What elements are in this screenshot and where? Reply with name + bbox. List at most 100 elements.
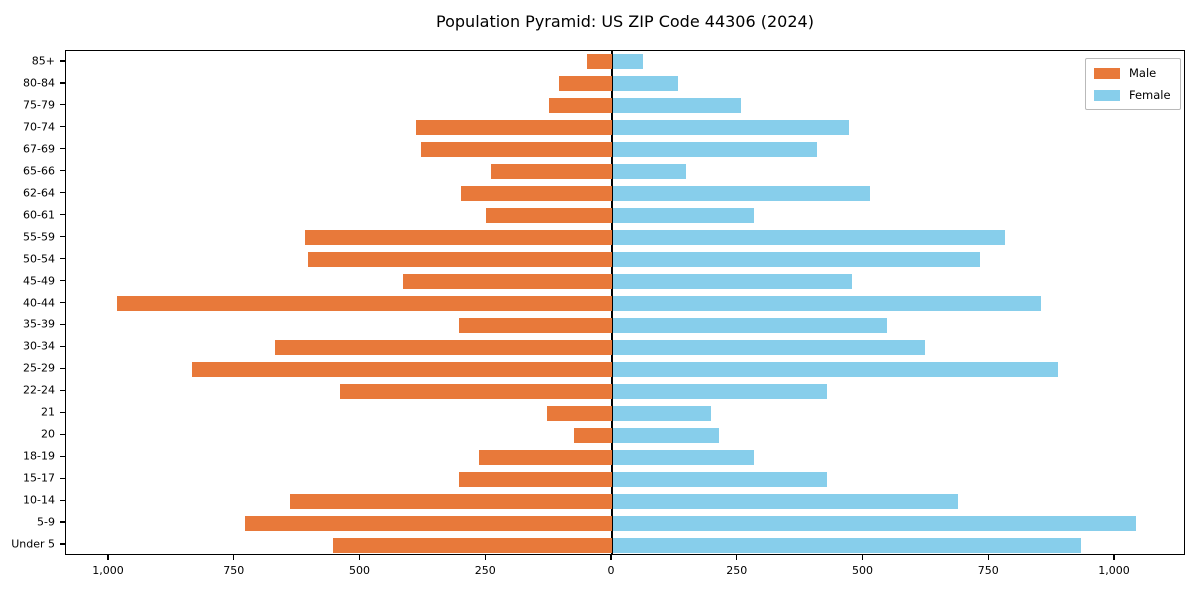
y-tick-mark	[60, 192, 65, 194]
x-tick-label: 250	[726, 564, 748, 577]
y-tick-label: 62-64	[23, 186, 55, 200]
y-tick-label: 40-44	[23, 296, 55, 309]
bar-female-10-14	[613, 493, 958, 509]
y-tick-label: 50-54	[23, 252, 55, 266]
bar-male-62-64	[461, 186, 612, 202]
bar-female-50-54	[613, 252, 981, 268]
y-tick-label: 45-49	[23, 274, 55, 288]
bar-male-67-69	[420, 142, 612, 158]
x-tick-label: 0	[607, 564, 615, 577]
y-tick-label: 70-74	[23, 120, 55, 134]
y-tick-label: 21	[41, 405, 55, 419]
y-tick-mark	[60, 148, 65, 150]
bar-female-70-74	[613, 120, 850, 136]
bar-female-18-19	[613, 449, 754, 465]
bar-female-75-79	[613, 98, 742, 114]
bar-female-5-9	[613, 515, 1137, 531]
y-tick-label: 75-79	[23, 98, 55, 112]
bar-male-18-19	[478, 449, 612, 465]
bar-female-67-69	[613, 142, 817, 158]
chart-title: Population Pyramid: US ZIP Code 44306 (2…	[436, 12, 814, 31]
bar-female-35-39	[613, 317, 888, 333]
bar-female-30-34	[613, 339, 925, 355]
y-tick-mark	[60, 411, 65, 413]
y-tick-mark	[60, 170, 65, 172]
bar-male-35-39	[458, 317, 612, 333]
male-swatch	[1094, 67, 1120, 79]
y-tick-mark	[60, 82, 65, 84]
x-tick-mark	[107, 555, 109, 560]
y-tick-mark	[60, 126, 65, 128]
bar-male-15-17	[458, 471, 612, 487]
y-tick-label: 67-69	[23, 142, 55, 156]
x-tick-label: 1,000	[1098, 564, 1130, 577]
x-tick-label: 500	[349, 564, 370, 577]
bar-male-65-66	[491, 164, 612, 180]
bar-male-21	[546, 405, 612, 421]
bar-male-20	[574, 427, 612, 443]
y-tick-label: 20	[41, 427, 55, 441]
bar-female-62-64	[613, 186, 870, 202]
legend-entry-female: Female	[1094, 88, 1172, 102]
bar-male-under-5	[332, 537, 612, 553]
bar-female-65-66	[613, 164, 686, 180]
bar-female-under-5	[613, 537, 1081, 553]
bar-male-40-44	[116, 296, 612, 311]
bar-male-55-59	[305, 230, 612, 246]
y-tick-mark	[60, 60, 65, 62]
y-tick-mark	[60, 521, 65, 523]
y-tick-mark	[60, 477, 65, 479]
y-tick-mark	[60, 543, 65, 545]
bar-male-30-34	[274, 339, 612, 355]
plot-area: Male Female	[65, 50, 1185, 555]
y-tick-label: 30-34	[23, 339, 55, 353]
zero-axis-line	[611, 51, 613, 554]
y-tick-label: 55-59	[23, 230, 55, 244]
bar-male-80-84	[559, 76, 612, 92]
y-tick-mark	[60, 301, 65, 304]
y-tick-mark	[60, 104, 65, 106]
y-tick-mark	[60, 389, 65, 391]
legend-entry-male: Male	[1094, 66, 1172, 80]
x-tick-mark	[610, 555, 612, 560]
bar-female-85+	[613, 54, 644, 70]
y-tick-mark	[60, 455, 65, 457]
bar-male-70-74	[415, 120, 612, 136]
bar-male-25-29	[191, 361, 612, 377]
legend-female-label: Female	[1129, 88, 1171, 102]
bar-female-60-61	[613, 208, 754, 224]
x-tick-label: 1,000	[92, 564, 124, 577]
female-swatch	[1094, 89, 1120, 101]
x-tick-mark	[736, 555, 738, 560]
bar-female-21	[613, 405, 712, 421]
y-tick-label: 80-84	[23, 76, 55, 90]
y-tick-mark	[60, 236, 65, 238]
bar-male-5-9	[244, 515, 612, 531]
bar-male-50-54	[307, 252, 612, 268]
bar-female-45-49	[613, 274, 852, 290]
y-tick-label: Under 5	[11, 537, 55, 551]
y-tick-label: 60-61	[23, 208, 55, 222]
x-tick-label: 500	[852, 564, 873, 577]
bar-female-25-29	[613, 361, 1059, 377]
legend: Male Female	[1085, 58, 1181, 110]
y-tick-mark	[60, 214, 65, 216]
x-tick-label: 250	[474, 564, 496, 577]
y-tick-mark	[60, 323, 65, 326]
bar-female-80-84	[613, 76, 679, 92]
y-tick-mark	[60, 433, 65, 435]
y-tick-mark	[60, 499, 65, 501]
x-tick-mark	[358, 555, 361, 560]
y-tick-label: 10-14	[23, 493, 55, 507]
y-tick-label: 5-9	[37, 515, 55, 529]
bar-male-10-14	[290, 493, 612, 509]
bar-male-60-61	[486, 208, 612, 224]
y-tick-label: 15-17	[23, 471, 55, 485]
x-tick-label: 750	[977, 564, 999, 577]
x-tick-label: 750	[223, 564, 245, 577]
y-tick-label: 85+	[31, 54, 55, 68]
y-tick-label: 65-66	[23, 164, 55, 178]
bar-male-22-24	[340, 383, 612, 399]
y-tick-mark	[60, 279, 65, 282]
